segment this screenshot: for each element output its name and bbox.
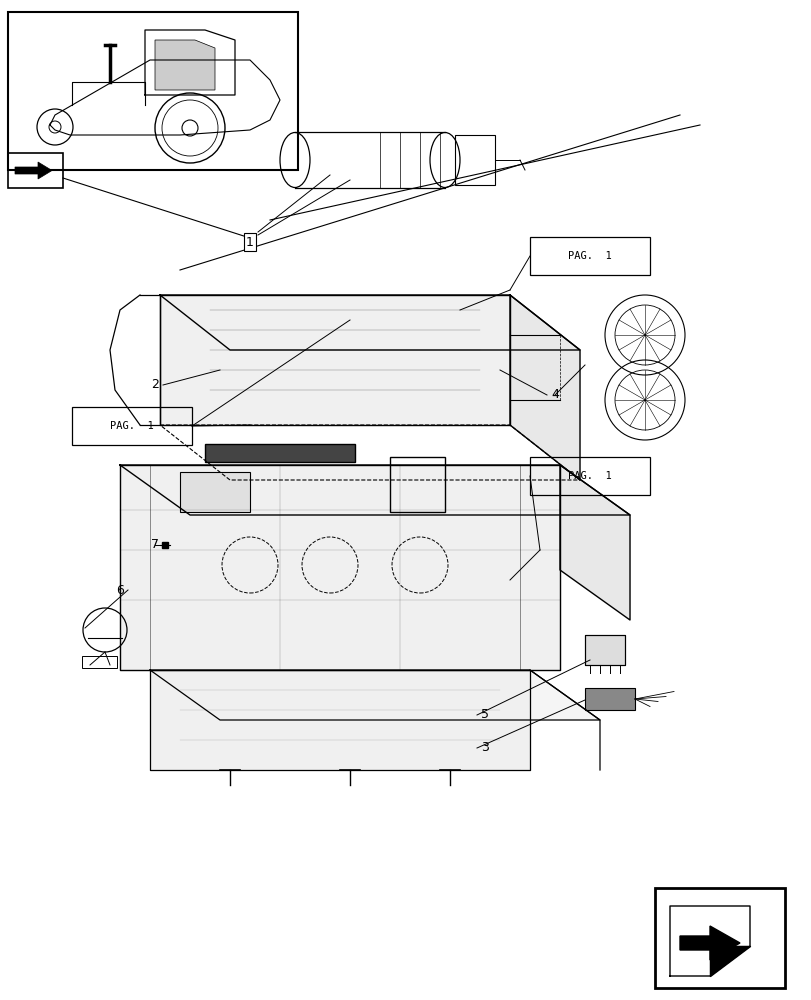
Polygon shape — [150, 670, 599, 720]
Bar — [530, 457, 649, 495]
Bar — [584, 635, 624, 665]
Polygon shape — [160, 295, 509, 425]
Text: PAG.  1: PAG. 1 — [568, 471, 611, 481]
Bar — [82, 656, 117, 668]
Polygon shape — [679, 926, 739, 960]
Polygon shape — [669, 906, 749, 976]
Polygon shape — [150, 670, 530, 770]
Bar — [8, 153, 63, 188]
Polygon shape — [155, 40, 215, 90]
Bar — [389, 457, 444, 512]
Polygon shape — [160, 295, 579, 350]
Text: 1: 1 — [246, 235, 254, 248]
Polygon shape — [15, 162, 52, 179]
Bar — [8, 12, 298, 170]
Polygon shape — [120, 465, 560, 670]
Polygon shape — [709, 946, 749, 976]
Text: 5: 5 — [480, 708, 488, 721]
Polygon shape — [560, 465, 629, 620]
Polygon shape — [120, 465, 629, 515]
Bar — [584, 688, 634, 710]
Polygon shape — [509, 295, 579, 480]
Bar — [204, 444, 354, 462]
Text: 2: 2 — [151, 378, 159, 391]
Bar — [180, 472, 250, 512]
Text: PAG.  1: PAG. 1 — [110, 421, 154, 431]
Text: 6: 6 — [116, 584, 124, 596]
Bar — [584, 635, 624, 665]
Bar — [530, 237, 649, 275]
Text: 3: 3 — [480, 741, 488, 754]
Bar — [72, 407, 191, 445]
Text: 7: 7 — [151, 538, 159, 551]
Bar — [654, 888, 784, 988]
Text: 4: 4 — [551, 388, 558, 401]
Bar — [454, 135, 495, 185]
Text: PAG.  1: PAG. 1 — [568, 251, 611, 261]
